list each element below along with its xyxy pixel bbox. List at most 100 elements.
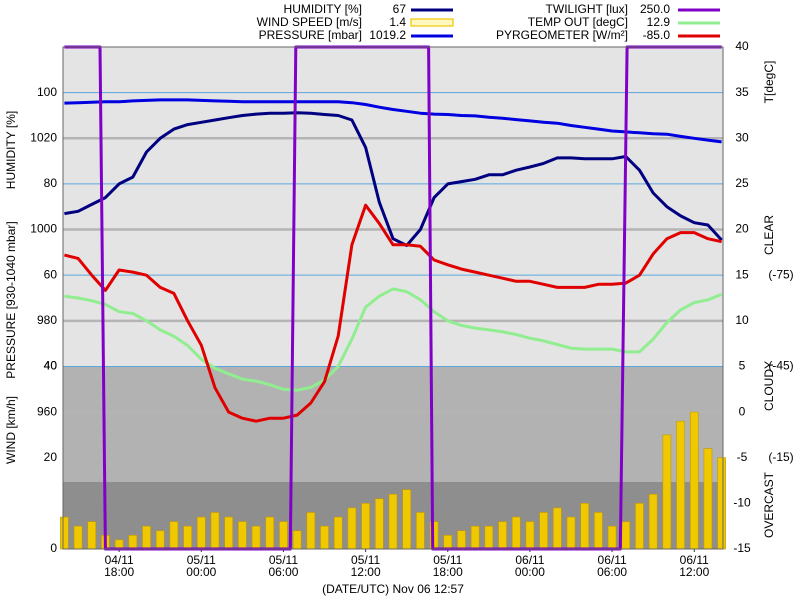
y-tick-label: 40: [735, 39, 749, 53]
x-tick-label: 12:00: [351, 565, 381, 579]
wind-bar: [580, 503, 590, 550]
wind-bar: [279, 521, 288, 550]
y-tick-label: 20: [735, 222, 749, 236]
wind-bar: [73, 525, 83, 550]
y-tick-label: (-75): [768, 267, 793, 281]
legend-value: 250.0: [640, 2, 670, 16]
wind-bar: [662, 434, 672, 550]
y-axis-title: HUMIDITY [%]: [4, 111, 18, 189]
series-line: [64, 98, 722, 144]
y-tick-label: 60: [44, 267, 58, 281]
wind-bar: [251, 525, 261, 550]
y-tick-label: -5: [737, 450, 748, 464]
wind-bar: [87, 521, 97, 550]
wind-bar: [566, 516, 576, 550]
y-tick-label: 0: [50, 541, 57, 555]
wind-bar: [169, 521, 179, 550]
y-tick-label: (-45): [768, 359, 793, 373]
legend-name: TEMP OUT [degC]: [528, 15, 628, 29]
legend-name: HUMIDITY [%]: [284, 2, 362, 16]
wind-bar: [388, 493, 398, 550]
y-tick-label: 960: [37, 404, 57, 418]
x-tick-label: 05/11: [351, 553, 380, 567]
zone-label: OVERCAST: [762, 471, 776, 538]
zone-cloudy: [63, 366, 723, 482]
wind-bar: [224, 516, 233, 550]
wind-bar: [717, 457, 726, 550]
legend-value: 1.4: [389, 15, 406, 29]
wind-bar: [648, 493, 658, 550]
wind-bar: [333, 516, 343, 550]
x-tick-label: 06/11: [598, 553, 627, 567]
x-tick-label: 00:00: [186, 565, 216, 579]
y-axis-title: PRESSURE [930-1040 mbar]: [4, 221, 18, 378]
x-tick-label: 05/11: [187, 553, 216, 567]
legend-value: -85.0: [643, 28, 671, 42]
y-tick-label: 5: [739, 359, 746, 373]
x-tick-label: 05/11: [269, 553, 298, 567]
wind-bar: [402, 489, 411, 550]
zone-label: CLOUDY: [762, 361, 776, 411]
y-tick-label: 980: [37, 313, 57, 327]
y-tick-label: 40: [44, 359, 58, 373]
y-tick-label: 25: [735, 176, 749, 190]
wind-bar: [621, 521, 631, 550]
y-tick-label: 40: [44, 359, 58, 373]
wind-bar: [306, 512, 316, 550]
wind-bar: [183, 525, 192, 550]
x-tick-label: 06:00: [268, 565, 298, 579]
y-tick-label: 10: [735, 313, 749, 327]
wind-bar: [470, 525, 480, 550]
wind-bar: [457, 530, 466, 550]
x-tick-label: 18:00: [433, 565, 463, 579]
wind-bar: [210, 512, 220, 550]
wind-bar: [525, 521, 535, 550]
y-tick-label: -10: [733, 496, 751, 510]
wind-bar: [703, 448, 713, 550]
wind-bar: [347, 507, 357, 550]
wind-bar: [416, 512, 425, 550]
wind-bar: [320, 525, 329, 550]
wind-bar: [142, 525, 151, 550]
y-axis-title: T[degC]: [762, 61, 776, 104]
wind-bar: [361, 503, 370, 550]
wind-bar: [196, 516, 206, 550]
wind-bar: [155, 530, 165, 550]
legend-name: WIND SPEED [m/s]: [257, 15, 362, 29]
wind-bar: [689, 411, 699, 550]
wind-bar: [498, 521, 507, 550]
y-tick-label: 15: [735, 267, 749, 281]
legend-name: PRESSURE [mbar]: [259, 28, 362, 42]
y-tick-label: 100: [37, 85, 57, 99]
wind-bar: [238, 521, 247, 550]
wind-bar: [60, 516, 69, 550]
x-tick-label: 06/11: [515, 553, 544, 567]
wind-bar: [676, 420, 685, 550]
wind-bar: [553, 507, 562, 550]
plot-frame: [62, 46, 724, 550]
y-tick-label: 80: [44, 176, 58, 190]
wind-bar: [635, 503, 644, 550]
wind-bar: [539, 512, 548, 550]
legend-name: TWILIGHT [lux]: [546, 2, 628, 16]
legend-swatch: [410, 18, 454, 27]
y-tick-label: (-15): [768, 450, 793, 464]
y-tick-label: 1020: [30, 130, 57, 144]
wind-bar: [594, 512, 603, 550]
x-tick-label: 18:00: [104, 565, 134, 579]
legend-value: 1019.2: [369, 28, 406, 42]
y-tick-label: 20: [44, 450, 58, 464]
legend-value: 12.9: [647, 15, 671, 29]
wind-bar: [511, 516, 521, 550]
legend-value: 67: [393, 2, 407, 16]
x-tick-label: 00:00: [515, 565, 545, 579]
series-line: [64, 203, 722, 423]
x-tick-label: 12:00: [679, 565, 709, 579]
y-tick-label: 35: [735, 85, 749, 99]
wind-bar: [484, 525, 494, 550]
x-tick-label: 04/11: [105, 553, 134, 567]
x-tick-label: 06:00: [597, 565, 627, 579]
wind-bar: [292, 530, 302, 550]
